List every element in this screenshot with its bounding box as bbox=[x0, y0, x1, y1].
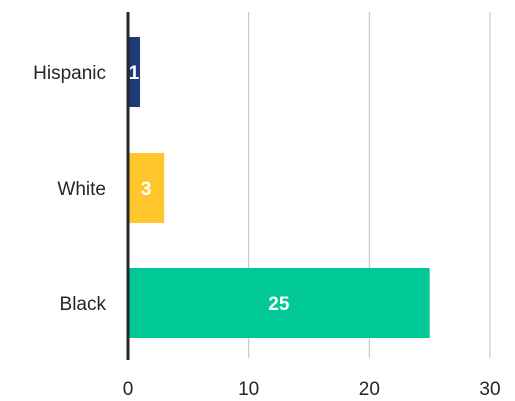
x-tick-label-20: 20 bbox=[359, 379, 380, 400]
data-label-hispanic: 1 bbox=[129, 63, 140, 84]
data-label-black: 25 bbox=[268, 294, 290, 315]
bar-white bbox=[128, 153, 165, 223]
x-tick-label-10: 10 bbox=[238, 379, 259, 400]
x-tick-label-30: 30 bbox=[479, 379, 500, 400]
labels: 1 Hispanic 3 White 25 Black 0 10 20 30 bbox=[33, 63, 500, 400]
category-label-hispanic: Hispanic bbox=[33, 63, 106, 84]
bar-black bbox=[128, 268, 430, 338]
x-tick-label-0: 0 bbox=[123, 379, 134, 400]
bar-hispanic bbox=[128, 37, 141, 107]
bars bbox=[128, 37, 430, 338]
category-label-white: White bbox=[57, 179, 106, 200]
category-label-black: Black bbox=[60, 294, 107, 315]
data-label-white: 3 bbox=[141, 179, 152, 200]
